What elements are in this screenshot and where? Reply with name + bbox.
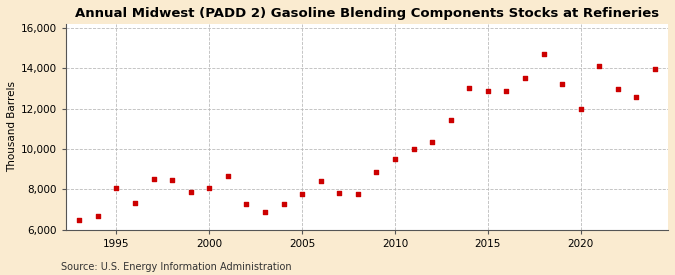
Point [92,213,103,218]
Point [297,192,308,197]
Point [483,88,493,93]
Point [389,157,400,161]
Point [649,67,660,72]
Point [167,178,178,183]
Point [315,179,326,183]
Point [352,192,363,197]
Point [446,118,456,122]
Point [612,87,623,92]
Point [594,64,605,68]
Point [334,191,345,196]
Point [204,186,215,191]
Point [223,174,234,178]
Point [130,200,140,205]
Y-axis label: Thousand Barrels: Thousand Barrels [7,81,17,172]
Point [520,76,531,81]
Point [501,88,512,93]
Point [631,94,642,99]
Point [557,82,568,87]
Point [464,86,475,91]
Point [241,201,252,206]
Point [74,218,84,222]
Point [148,177,159,182]
Point [111,186,122,191]
Point [408,147,419,151]
Text: Source: U.S. Energy Information Administration: Source: U.S. Energy Information Administ… [61,262,292,272]
Point [575,106,586,111]
Point [371,170,382,174]
Point [260,209,271,214]
Point [186,190,196,195]
Point [427,140,437,144]
Title: Annual Midwest (PADD 2) Gasoline Blending Components Stocks at Refineries: Annual Midwest (PADD 2) Gasoline Blendin… [75,7,659,20]
Point [278,201,289,206]
Point [538,52,549,56]
